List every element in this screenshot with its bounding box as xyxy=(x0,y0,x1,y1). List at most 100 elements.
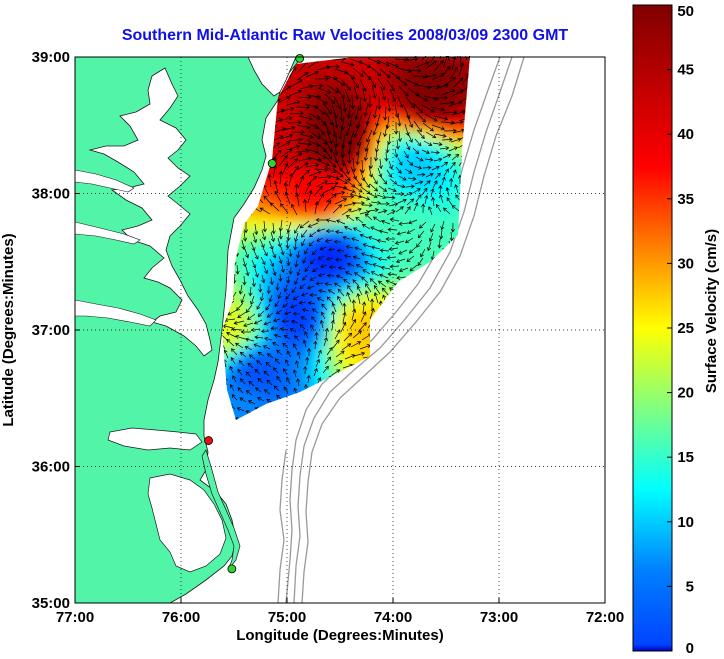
velocity-cell-41 xyxy=(355,60,366,71)
velocity-arrow-962 xyxy=(315,358,320,368)
velocity-arrow-508 xyxy=(262,220,267,233)
velocity-arrow-266 xyxy=(347,139,353,155)
velocity-arrow-415 xyxy=(432,180,438,189)
velocity-arrow-986 xyxy=(273,367,279,374)
velocity-arrow-684 xyxy=(326,273,335,278)
velocity-cell-184 xyxy=(435,110,446,121)
velocity-cell-360 xyxy=(305,180,316,191)
velocity-cell-474 xyxy=(365,220,376,231)
velocity-cell-143 xyxy=(295,100,306,111)
velocity-cell-820 xyxy=(315,350,326,361)
velocity-cell-627 xyxy=(275,280,286,291)
velocity-cell-277 xyxy=(285,150,296,161)
velocity-arrow-101 xyxy=(380,86,387,101)
velocity-arrow-1094 xyxy=(236,407,245,412)
velocity-arrow-562 xyxy=(241,239,246,251)
velocity-cell-847 xyxy=(315,360,326,371)
velocity-arrow-604 xyxy=(362,243,372,248)
velocity-cell-125 xyxy=(385,90,396,101)
velocity-arrow-607 xyxy=(388,246,399,252)
velocity-arrow-1011 xyxy=(248,380,255,387)
velocity-arrow-877 xyxy=(304,331,309,339)
velocity-arrow-688 xyxy=(362,269,371,275)
velocity-cell-465 xyxy=(275,220,286,231)
velocity-arrow-496 xyxy=(404,206,411,215)
velocity-arrow-605 xyxy=(370,245,381,250)
velocity-cell-44 xyxy=(385,60,396,71)
velocity-cell-715 xyxy=(345,310,356,321)
velocity-arrow-934 xyxy=(317,349,322,359)
velocity-arrow-151 xyxy=(322,102,333,115)
river-potomac xyxy=(75,169,135,193)
velocity-cell-717 xyxy=(365,310,376,321)
velocity-cell-874 xyxy=(315,370,326,381)
velocity-arrow-554 xyxy=(417,230,425,239)
velocity-arrow-387 xyxy=(434,172,441,180)
velocity-arrow-95 xyxy=(326,84,339,93)
velocity-cell-521 xyxy=(295,240,306,251)
velocity-arrow-41 xyxy=(343,70,356,80)
velocity-arrow-380 xyxy=(371,174,378,185)
velocity-arrow-188 xyxy=(406,114,414,128)
velocity-arrow-465 xyxy=(379,201,390,206)
colorbar-tick-label-4: 30 xyxy=(677,255,694,272)
velocity-arrow-147 xyxy=(286,100,301,106)
velocity-arrow-315 xyxy=(289,152,303,160)
velocity-cell-63 xyxy=(305,70,316,81)
velocity-cell-362 xyxy=(325,180,336,191)
velocity-arrow-792 xyxy=(292,311,301,316)
velocity-cell-730 xyxy=(225,320,236,331)
velocity-arrow-548 xyxy=(361,224,371,230)
velocity-arrow-591 xyxy=(253,250,259,260)
velocity-arrow-821 xyxy=(300,316,308,321)
velocity-cell-451 xyxy=(405,210,416,221)
velocity-cell-493 xyxy=(285,230,296,241)
velocity-arrow-827 xyxy=(360,311,367,323)
y-tick-label-2: 37:00 xyxy=(32,322,70,339)
velocity-arrow-648 xyxy=(263,265,268,275)
velocity-arrow-346 xyxy=(314,167,329,173)
velocity-arrow-441 xyxy=(412,188,421,194)
velocity-cell-502 xyxy=(375,230,386,241)
velocity-cell-40 xyxy=(345,60,356,71)
velocity-cell-736 xyxy=(285,320,296,331)
velocity-cell-924 xyxy=(275,390,286,401)
velocity-arrow-463 xyxy=(361,203,373,208)
bathymetry-contour-2 xyxy=(293,57,513,603)
velocity-arrow-704 xyxy=(258,283,263,293)
velocity-arrow-570 xyxy=(308,240,315,247)
velocity-cell-949 xyxy=(255,400,266,411)
velocity-cell-611 xyxy=(385,270,396,281)
velocity-cell-688 xyxy=(345,300,356,311)
velocity-cell-586 xyxy=(405,260,416,271)
velocity-cell-97 xyxy=(375,80,386,91)
velocity-arrow-513 xyxy=(299,220,310,229)
velocity-arrow-406 xyxy=(351,184,363,193)
velocity-arrow-497 xyxy=(413,202,419,212)
velocity-cell-518 xyxy=(265,240,276,251)
velocity-cell-233 xyxy=(385,130,396,141)
velocity-arrow-735 xyxy=(285,293,291,300)
velocity-arrow-905 xyxy=(302,339,307,348)
velocity-arrow-622 xyxy=(278,255,283,265)
velocity-arrow-843 xyxy=(240,329,252,335)
velocity-cell-584 xyxy=(385,260,396,271)
velocity-cell-705 xyxy=(245,310,256,321)
velocity-cell-39 xyxy=(335,60,346,71)
velocity-arrow-512 xyxy=(294,223,301,234)
velocity-cell-281 xyxy=(325,150,336,161)
velocity-cell-226 xyxy=(315,130,326,141)
velocity-arrow-99 xyxy=(362,87,367,102)
velocity-arrow-848 xyxy=(289,328,297,333)
velocity-cell-22 xyxy=(435,57,446,61)
velocity-cell-543 xyxy=(245,250,256,261)
velocity-cell-633 xyxy=(335,280,346,291)
velocity-cell-585 xyxy=(395,260,406,271)
velocity-cell-102 xyxy=(425,80,436,91)
velocity-arrow-331 xyxy=(433,157,443,162)
velocity-cell-469 xyxy=(315,220,326,231)
velocity-cell-391 xyxy=(345,190,356,201)
velocity-arrow-523 xyxy=(389,217,400,222)
velocity-arrow-417 xyxy=(449,177,454,188)
velocity-arrow-869 xyxy=(226,331,237,338)
